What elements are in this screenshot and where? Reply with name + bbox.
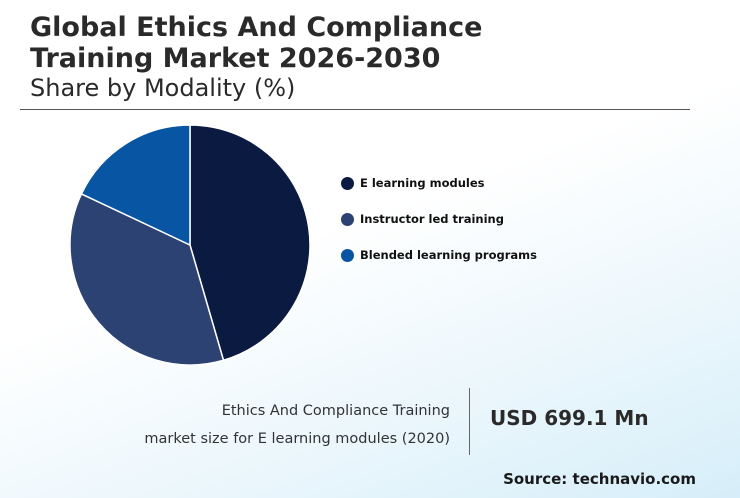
source-credit: Source: technavio.com bbox=[503, 470, 696, 488]
market-size-divider bbox=[469, 388, 470, 455]
pie-slice-blended-learning-programs bbox=[80, 124, 191, 247]
market-size-label-line-2: market size for E learning modules (2020… bbox=[144, 431, 450, 447]
legend-marker bbox=[341, 248, 354, 262]
legend-marker bbox=[341, 212, 354, 226]
legend-marker bbox=[341, 176, 354, 190]
chart-title: Global Ethics And Compliance Training Ma… bbox=[30, 12, 630, 74]
market-size-label-line-1: Ethics And Compliance Training bbox=[221, 403, 450, 419]
chart-title-line-1: Global Ethics And Compliance bbox=[30, 12, 483, 43]
chart-subtitle: Share by Modality (%) bbox=[30, 74, 296, 102]
market-size-label: Ethics And Compliance Training market si… bbox=[144, 397, 450, 453]
legend-label: Instructor led training bbox=[360, 212, 504, 226]
legend-label: E learning modules bbox=[360, 176, 485, 190]
chart-title-line-2: Training Market 2026-2030 bbox=[30, 43, 441, 74]
pie-slice-e-learning-modules bbox=[189, 124, 311, 362]
legend-item: E learning modules bbox=[341, 174, 537, 192]
pie-slice-instructor-led-training bbox=[69, 192, 225, 366]
market-size-value: USD 699.1 Mn bbox=[490, 406, 649, 430]
legend-item: Blended learning programs bbox=[341, 246, 537, 264]
chart-legend: E learning modules Instructor led trainin… bbox=[341, 174, 537, 282]
header-divider bbox=[20, 109, 690, 110]
legend-label: Blended learning programs bbox=[360, 248, 537, 262]
legend-item: Instructor led training bbox=[341, 210, 537, 228]
